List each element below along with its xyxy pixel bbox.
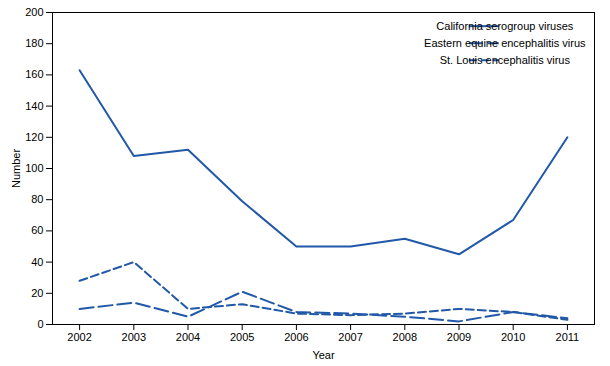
svg-text:40: 40: [31, 256, 43, 268]
svg-text:180: 180: [25, 37, 43, 49]
svg-text:Eastern equine encephalitis vi: Eastern equine encephalitis virus: [424, 37, 586, 49]
svg-text:0: 0: [37, 318, 43, 330]
svg-text:2010: 2010: [501, 331, 525, 343]
svg-text:California serogroup viruses: California serogroup viruses: [436, 20, 573, 32]
svg-text:140: 140: [25, 100, 43, 112]
svg-text:2011: 2011: [556, 331, 580, 343]
svg-text:160: 160: [25, 68, 43, 80]
svg-text:200: 200: [25, 6, 43, 18]
svg-text:Year: Year: [312, 349, 335, 361]
svg-text:2008: 2008: [393, 331, 417, 343]
svg-text:2003: 2003: [122, 331, 146, 343]
svg-text:20: 20: [31, 287, 43, 299]
svg-text:60: 60: [31, 224, 43, 236]
svg-text:120: 120: [25, 131, 43, 143]
svg-text:Number: Number: [10, 149, 22, 188]
svg-text:2006: 2006: [284, 331, 308, 343]
svg-text:2005: 2005: [230, 331, 254, 343]
svg-text:2004: 2004: [176, 331, 200, 343]
svg-text:2002: 2002: [67, 331, 91, 343]
svg-text:2007: 2007: [338, 331, 362, 343]
svg-text:St. Louis encephalitis virus: St. Louis encephalitis virus: [440, 54, 571, 66]
svg-text:2009: 2009: [447, 331, 471, 343]
svg-text:80: 80: [31, 193, 43, 205]
svg-text:100: 100: [25, 162, 43, 174]
